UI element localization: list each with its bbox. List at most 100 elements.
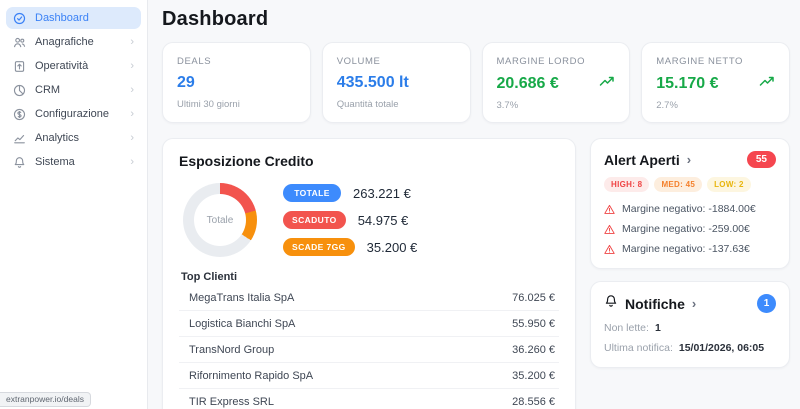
- kpi-card-volume: VOLUME 435.500 lt Quantità totale: [321, 42, 471, 123]
- client-value: 28.556 €: [512, 396, 555, 408]
- chevron-right-icon: ›: [130, 155, 134, 168]
- kpi-subtext: Quantità totale: [336, 99, 399, 110]
- notifications-card: Notifiche › 1 Non lette: 1 Ultima notifi…: [590, 281, 790, 368]
- sidebar-item-configurazione[interactable]: Configurazione ›: [6, 103, 141, 125]
- sidebar-item-label: CRM: [35, 84, 61, 96]
- table-row[interactable]: MegaTrans Italia SpA 76.025 €: [179, 285, 559, 311]
- chart-icon: [13, 132, 26, 145]
- exposure-item-scade7gg: SCADE 7GG 35.200 €: [283, 238, 417, 256]
- table-row[interactable]: Logistica Bianchi SpA 55.950 €: [179, 311, 559, 337]
- kpi-label: MARGINE NETTO: [656, 56, 744, 67]
- table-row[interactable]: Rifornimento Rapido SpA 35.200 €: [179, 363, 559, 389]
- credit-exposure-donut: Totale: [183, 183, 257, 257]
- list-item[interactable]: Margine negativo: -1884.00€: [604, 203, 776, 215]
- scaduto-badge: SCADUTO: [283, 211, 346, 229]
- warning-triangle-icon: [604, 224, 615, 234]
- top-clients-table: MegaTrans Italia SpA 76.025 € Logistica …: [179, 285, 559, 409]
- page-title: Dashboard: [162, 8, 269, 30]
- alert-severity-tags: HIGH: 8 MED: 45 LOW: 2: [604, 177, 776, 192]
- currency-circle-icon: [13, 108, 26, 121]
- client-name: Rifornimento Rapido SpA: [189, 370, 314, 382]
- document-icon: [13, 60, 26, 73]
- sidebar-item-dashboard[interactable]: Dashboard: [6, 7, 141, 29]
- client-value: 36.260 €: [512, 344, 555, 356]
- warning-triangle-icon: [604, 244, 615, 254]
- alert-text: Margine negativo: -137.63€: [622, 243, 750, 255]
- chevron-right-icon[interactable]: ›: [686, 152, 692, 167]
- credit-exposure-card: Esposizione Credito Totale TOTALE 263.22…: [162, 138, 576, 409]
- exposure-value: 263.221 €: [353, 185, 411, 201]
- sidebar-item-operativita[interactable]: Operatività ›: [6, 55, 141, 77]
- kpi-card-deals: DEALS 29 Ultimi 30 giorni: [162, 42, 311, 123]
- client-value: 76.025 €: [512, 292, 555, 304]
- gauge-icon: [13, 12, 26, 25]
- users-icon: [13, 36, 26, 49]
- unread-value: 1: [654, 322, 661, 334]
- kpi-row: DEALS 29 Ultimi 30 giorni VOLUME 435.500…: [162, 42, 790, 123]
- list-item[interactable]: Margine negativo: -137.63€: [604, 243, 776, 255]
- kpi-label: VOLUME: [336, 56, 381, 67]
- unread-row: Non lette: 1: [604, 322, 776, 334]
- last-notification-row: Ultima notifica: 15/01/2026, 06:05: [604, 342, 776, 354]
- kpi-value: 435.500 lt: [336, 74, 409, 91]
- warning-triangle-icon: [604, 204, 615, 214]
- kpi-card-margine-lordo: MARGINE LORDO 20.686 € 3.7%: [481, 42, 631, 123]
- chevron-right-icon: ›: [130, 59, 134, 72]
- table-row[interactable]: TransNord Group 36.260 €: [179, 337, 559, 363]
- chevron-right-icon: ›: [130, 83, 134, 96]
- top-clients-title: Top Clienti: [181, 271, 238, 283]
- sidebar-item-sistema[interactable]: Sistema ›: [6, 151, 141, 173]
- last-notification-value: 15/01/2026, 06:05: [678, 342, 765, 354]
- bell-icon: [13, 156, 26, 169]
- kpi-label: DEALS: [177, 56, 212, 67]
- statusbar-url: extranpower.io/deals: [0, 392, 91, 407]
- sidebar-item-label: Dashboard: [35, 12, 89, 24]
- bell-icon: [604, 294, 618, 313]
- med-tag: MED: 45: [654, 177, 703, 192]
- sidebar: Dashboard Anagrafiche › Operatività › CR…: [0, 0, 148, 409]
- kpi-card-margine-netto: MARGINE NETTO 15.170 € 2.7%: [641, 42, 790, 123]
- exposure-item-totale: TOTALE 263.221 €: [283, 184, 417, 202]
- sidebar-item-analytics[interactable]: Analytics ›: [6, 127, 141, 149]
- unread-label: Non lette:: [604, 322, 649, 334]
- exposure-item-scaduto: SCADUTO 54.975 €: [283, 211, 417, 229]
- credit-exposure-title: Esposizione Credito: [179, 153, 314, 169]
- alert-text: Margine negativo: -1884.00€: [622, 203, 756, 215]
- sidebar-item-label: Configurazione: [35, 108, 109, 120]
- alerts-count-badge: 55: [746, 151, 776, 168]
- list-item[interactable]: Margine negativo: -259.00€: [604, 223, 776, 235]
- client-name: Logistica Bianchi SpA: [189, 318, 296, 330]
- kpi-value: 29: [177, 74, 195, 91]
- alert-card: Alert Aperti › 55 HIGH: 8 MED: 45 LOW: 2…: [590, 138, 790, 269]
- totale-badge: TOTALE: [283, 184, 341, 202]
- last-notification-label: Ultima notifica:: [604, 342, 673, 354]
- trend-up-icon: [759, 74, 775, 93]
- sidebar-item-label: Anagrafiche: [35, 36, 94, 48]
- sidebar-item-label: Operatività: [35, 60, 89, 72]
- chevron-right-icon[interactable]: ›: [691, 296, 697, 311]
- exposure-value: 54.975 €: [357, 212, 409, 228]
- sidebar-item-crm[interactable]: CRM ›: [6, 79, 141, 101]
- scade-7gg-badge: SCADE 7GG: [283, 238, 355, 256]
- high-tag: HIGH: 8: [604, 177, 650, 192]
- sidebar-item-anagrafiche[interactable]: Anagrafiche ›: [6, 31, 141, 53]
- sidebar-item-label: Analytics: [35, 132, 80, 144]
- kpi-subtext: Ultimi 30 giorni: [177, 99, 240, 110]
- chevron-right-icon: ›: [130, 35, 134, 48]
- exposure-legend: TOTALE 263.221 € SCADUTO 54.975 € SCADE …: [283, 184, 417, 256]
- notifications-count-badge: 1: [757, 294, 776, 313]
- chevron-right-icon: ›: [130, 107, 134, 120]
- kpi-subtext: 3.7%: [496, 100, 519, 111]
- low-tag: LOW: 2: [707, 177, 751, 192]
- sidebar-item-label: Sistema: [35, 156, 75, 168]
- alert-text: Margine negativo: -259.00€: [622, 223, 750, 235]
- chevron-right-icon: ›: [130, 131, 134, 144]
- kpi-subtext: 2.7%: [656, 100, 678, 111]
- trend-up-icon: [599, 74, 615, 93]
- donut-center-label: Totale: [194, 194, 246, 246]
- table-row[interactable]: TIR Express SRL 28.556 €: [179, 389, 559, 409]
- main-content: Dashboard DEALS 29 Ultimi 30 giorni VOLU…: [148, 0, 800, 409]
- kpi-value: 15.170 €: [656, 74, 719, 92]
- donut-center-text: Totale: [206, 214, 234, 226]
- client-name: MegaTrans Italia SpA: [189, 292, 295, 304]
